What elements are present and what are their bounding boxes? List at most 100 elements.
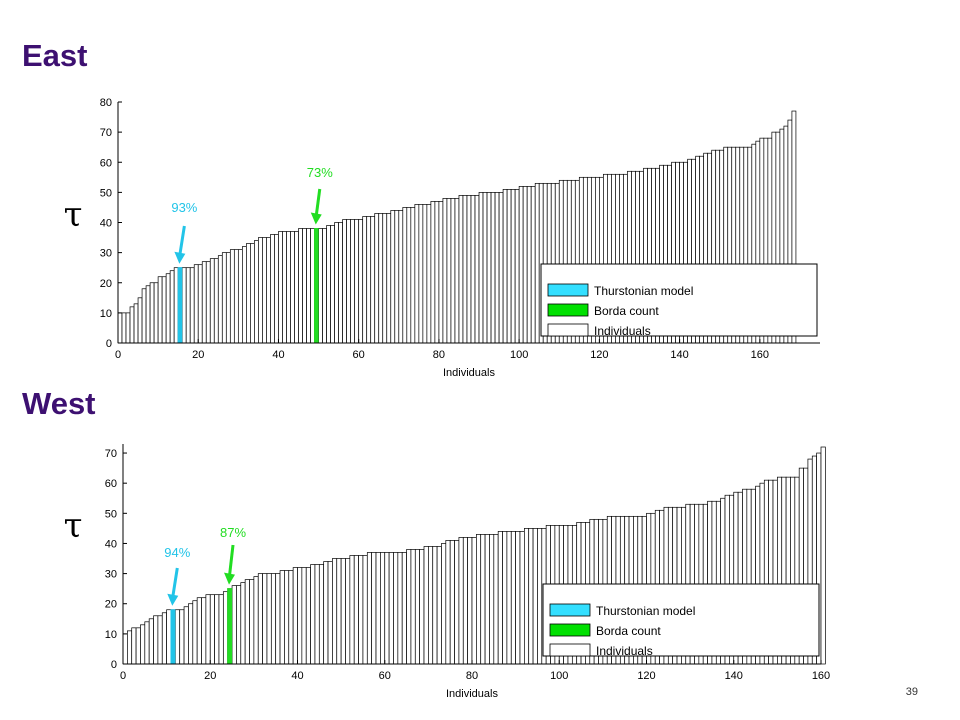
west-bar <box>301 567 307 665</box>
east-bar <box>125 312 131 344</box>
west-legend-swatch <box>549 643 591 657</box>
east-bar <box>354 219 360 344</box>
east-y-tick-label: 40 <box>100 218 112 230</box>
east-x-tick-label: 100 <box>510 349 528 361</box>
east-bar <box>173 267 179 344</box>
east-bar <box>217 255 223 344</box>
east-bar <box>382 213 388 344</box>
east-bar <box>502 189 508 344</box>
west-bar <box>196 597 202 665</box>
east-bar <box>306 228 311 344</box>
west-bar <box>537 528 543 665</box>
east-bar <box>165 273 171 344</box>
west-bar <box>318 564 325 665</box>
west-y-tick-label: 60 <box>105 478 117 490</box>
east-y-tick-label: 70 <box>100 127 112 139</box>
west-bar <box>314 564 320 665</box>
east-bar <box>422 204 428 344</box>
west-bar <box>428 546 434 665</box>
west-y-tick-label: 0 <box>111 659 117 671</box>
east-bar <box>526 186 532 344</box>
west-y-tick-label: 20 <box>105 599 117 611</box>
east-bar <box>310 228 315 344</box>
east-bar <box>462 195 468 344</box>
east-bar <box>282 231 287 344</box>
east-bar <box>506 189 512 344</box>
west-y-tick-label: 40 <box>105 538 117 550</box>
east-bar <box>482 192 488 344</box>
east-x-tick-label: 140 <box>670 349 688 361</box>
west-bar <box>148 618 154 665</box>
west-bar <box>284 570 290 665</box>
east-bar <box>262 237 267 344</box>
west-bar <box>345 558 351 665</box>
west-legend-swatch <box>549 603 591 617</box>
east-bar <box>153 282 159 344</box>
east-thurstonian-annotation: 93% <box>171 200 197 215</box>
east-bar <box>334 222 339 344</box>
east-bar <box>514 189 520 344</box>
west-bar <box>310 564 316 665</box>
east-borda-arrowhead <box>310 212 322 225</box>
west-y-tick-label: 50 <box>105 508 117 520</box>
west-bar <box>484 534 490 665</box>
east-bar <box>274 234 279 344</box>
west-bar <box>401 552 407 665</box>
west-borda-arrow <box>228 544 235 576</box>
east-bar <box>442 198 448 344</box>
east-bar <box>346 219 352 344</box>
west-bar <box>209 594 215 665</box>
east-bar <box>378 213 384 344</box>
east-bar <box>370 216 376 344</box>
west-bar <box>188 603 194 665</box>
east-bar <box>322 228 327 344</box>
west-bar <box>327 561 333 665</box>
west-borda-bar <box>227 588 233 665</box>
east-bar <box>161 276 167 344</box>
east-legend-swatch <box>547 323 589 337</box>
west-bar <box>166 609 172 665</box>
west-bar <box>406 549 412 665</box>
west-bar <box>528 528 534 665</box>
west-y-tick-label: 10 <box>105 629 117 641</box>
east-bar <box>302 228 307 344</box>
east-bar <box>398 210 404 344</box>
west-bar <box>371 552 377 665</box>
east-bar <box>242 246 247 344</box>
west-bar <box>288 570 294 665</box>
west-borda-arrowhead <box>224 572 236 585</box>
west-bar <box>305 567 311 665</box>
east-bar <box>430 201 436 344</box>
west-x-tick-label: 20 <box>204 670 216 682</box>
west-legend-label: Individuals <box>596 644 653 658</box>
west-bar <box>214 594 220 665</box>
west-bar <box>432 546 438 665</box>
east-bar <box>290 231 295 344</box>
west-bar <box>205 594 211 665</box>
west-x-tick-label: 120 <box>637 670 655 682</box>
west-bar <box>471 537 477 665</box>
east-bar <box>438 201 444 344</box>
east-thurstonian-arrow <box>178 225 186 255</box>
west-bar <box>489 534 495 665</box>
east-bar <box>362 216 368 344</box>
west-bar <box>523 528 530 665</box>
east-bar <box>286 231 291 344</box>
east-bar <box>374 213 380 344</box>
west-bar <box>279 570 285 665</box>
east-bar <box>474 195 480 344</box>
west-bar <box>183 606 189 665</box>
east-bar <box>237 249 243 344</box>
slide-number: 39 <box>905 686 918 698</box>
east-bar <box>270 234 275 344</box>
west-bar <box>179 609 185 665</box>
west-bar <box>201 597 207 665</box>
east-bar <box>145 285 151 344</box>
east-bar <box>318 228 323 344</box>
east-bar <box>522 186 528 344</box>
west-bar <box>493 534 499 665</box>
east-y-tick-label: 20 <box>100 278 112 290</box>
east-x-tick-label: 20 <box>192 349 204 361</box>
east-borda-annotation: 73% <box>307 165 333 180</box>
